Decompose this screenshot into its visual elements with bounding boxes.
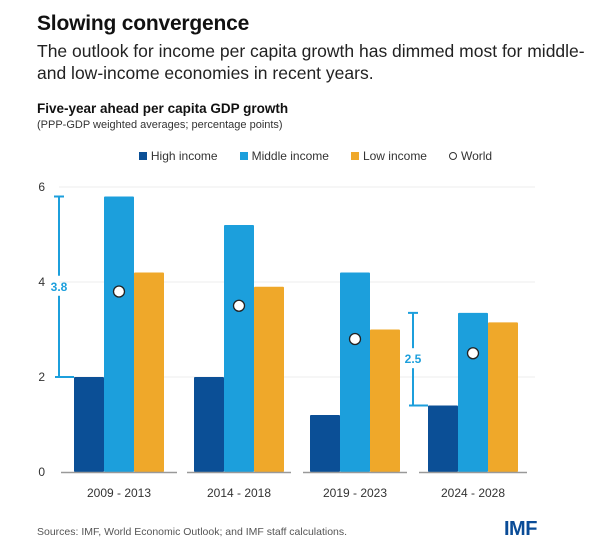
bar-low-income <box>488 322 518 472</box>
bar-high-income <box>428 405 458 472</box>
bar-high-income <box>194 377 224 472</box>
sources-note: Sources: IMF, World Economic Outlook; an… <box>37 526 348 538</box>
bar-high-income <box>310 415 340 472</box>
x-tick-label: 2019 - 2023 <box>323 486 387 500</box>
x-tick-label: 2014 - 2018 <box>207 486 271 500</box>
legend-item-low-income: Low income <box>350 149 427 163</box>
chart-title: Five-year ahead per capita GDP growth <box>37 101 289 116</box>
x-tick-label: 2024 - 2028 <box>441 486 505 500</box>
bar-low-income <box>254 286 284 472</box>
legend-item-world: World <box>448 149 493 163</box>
y-tick-label: 4 <box>38 275 45 289</box>
middle-income-swatch-icon <box>239 152 248 160</box>
bar-low-income <box>370 329 400 472</box>
bar-high-income <box>74 377 104 472</box>
world-point <box>348 332 362 346</box>
annotation-label: 3.8 <box>51 280 68 294</box>
legend-item-middle-income: Middle income <box>239 149 329 163</box>
legend-item-high-income: High income <box>138 149 218 163</box>
y-tick-label: 2 <box>38 370 45 384</box>
world-point <box>112 285 126 298</box>
annotation-label: 2.5 <box>405 352 422 366</box>
legend-label: High income <box>150 149 218 163</box>
y-tick-label: 0 <box>38 465 45 479</box>
chart-subtitle: (PPP-GDP weighted averages; percentage p… <box>37 119 283 131</box>
page-title: Slowing convergence <box>37 12 250 35</box>
bar-middle-income <box>458 312 488 472</box>
y-tick-label: 6 <box>38 180 45 194</box>
world-point <box>466 347 480 360</box>
legend-label: Middle income <box>251 149 329 163</box>
legend-label: World <box>460 149 493 163</box>
low-income-swatch-icon <box>350 152 359 160</box>
bar-low-income <box>134 272 164 472</box>
world-circle-icon <box>448 152 457 160</box>
bar-middle-income <box>224 225 254 472</box>
legend-label: Low income <box>362 149 427 163</box>
high-income-swatch-icon <box>138 152 147 160</box>
bar-middle-income <box>340 272 370 472</box>
page-subtitle: The outlook for income per capita growth… <box>37 41 585 83</box>
imf-logo: IMF <box>504 518 537 540</box>
bar-middle-income <box>104 196 134 472</box>
x-tick-label: 2009 - 2013 <box>87 486 151 500</box>
world-point <box>232 299 246 312</box>
legend: High income Middle income Low income Wor… <box>0 149 601 163</box>
